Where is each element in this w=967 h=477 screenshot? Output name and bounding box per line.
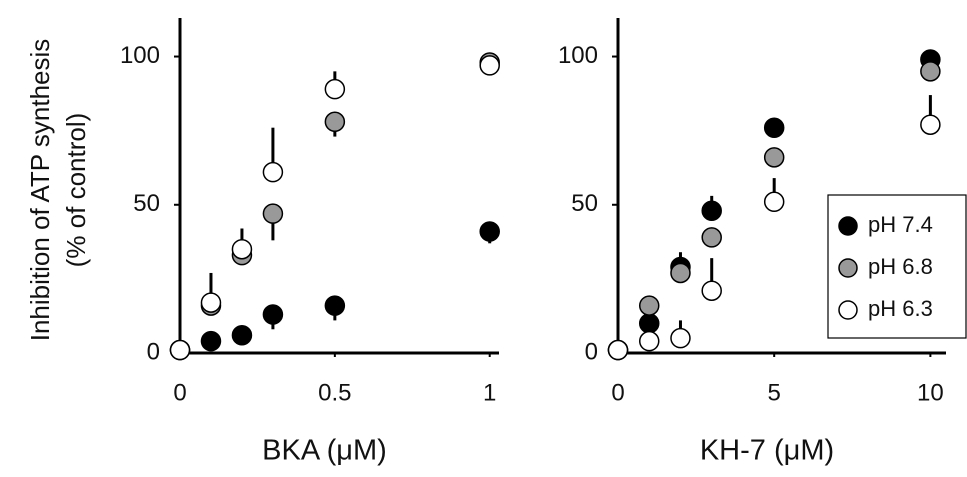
data-point — [231, 238, 253, 260]
data-point — [920, 114, 941, 135]
x-axis-label: BKA (μM) — [262, 435, 387, 467]
legend-marker — [838, 216, 858, 236]
data-point — [479, 221, 500, 242]
data-point — [324, 78, 346, 100]
data-point — [638, 313, 660, 334]
data-point — [701, 200, 722, 221]
y-tick-label: 0 — [585, 338, 598, 365]
y-tick-label: 50 — [133, 190, 160, 217]
data-point — [763, 117, 785, 138]
data-point — [763, 147, 785, 168]
legend-label: pH 6.8 — [868, 254, 933, 279]
data-point — [701, 227, 722, 248]
data-point — [638, 330, 660, 352]
data-point — [231, 324, 253, 346]
data-point — [324, 295, 346, 316]
legend-marker — [838, 258, 858, 278]
legend-marker — [838, 300, 858, 320]
data-point — [479, 55, 500, 76]
data-point — [262, 304, 284, 325]
x-axis-label: KH-7 (μM) — [700, 435, 834, 467]
data-point — [670, 327, 691, 349]
data-point — [169, 339, 191, 361]
data-point — [607, 339, 629, 361]
y-tick-label: 50 — [571, 190, 598, 217]
y-tick-label: 100 — [120, 42, 160, 69]
data-point — [200, 292, 222, 313]
data-point — [763, 191, 785, 213]
data-point — [920, 61, 941, 82]
y-tick-label: 0 — [147, 338, 160, 365]
data-point — [200, 330, 222, 352]
data-point — [701, 280, 722, 301]
y-axis-label: Inhibition of ATP synthesis — [25, 39, 55, 342]
y-axis-label: (% of control) — [61, 113, 91, 268]
x-tick-label: 0 — [611, 379, 624, 406]
data-point — [638, 295, 660, 316]
data-point — [670, 262, 691, 284]
x-tick-label: 10 — [917, 379, 944, 406]
legend-label: pH 7.4 — [868, 212, 933, 237]
data-point — [324, 111, 346, 133]
data-point — [262, 203, 284, 224]
legend-label: pH 6.3 — [868, 296, 933, 321]
x-tick-label: 0 — [173, 379, 186, 406]
data-point — [262, 161, 284, 183]
x-tick-label: 1 — [483, 379, 496, 406]
y-tick-label: 100 — [558, 42, 598, 69]
x-tick-label: 5 — [768, 379, 781, 406]
x-tick-label: 0.5 — [318, 379, 351, 406]
